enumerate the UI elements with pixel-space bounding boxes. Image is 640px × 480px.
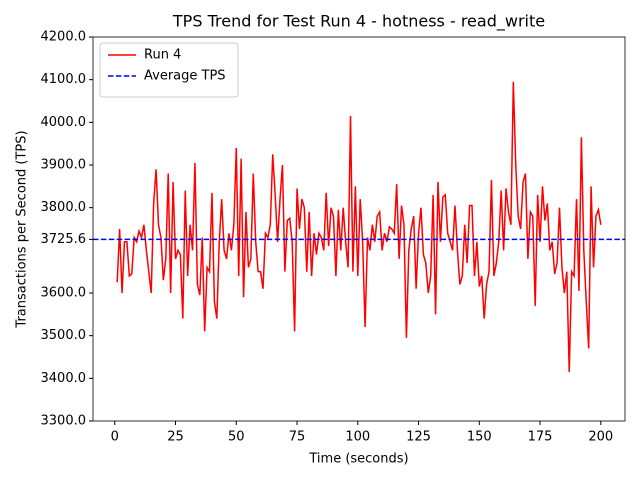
plot-frame: [92, 36, 626, 422]
y-tick-label: 4200.0: [41, 30, 87, 45]
series-line: [116, 81, 602, 372]
y-axis-label: Transactions per Second (TPS): [15, 130, 30, 328]
legend-label: Average TPS: [144, 69, 226, 84]
x-tick-label: 75: [289, 430, 306, 445]
x-tick-label: 0: [111, 430, 119, 445]
chart-title: TPS Trend for Test Run 4 - hotness - rea…: [172, 12, 545, 32]
legend-label: Run 4: [144, 48, 181, 63]
legend-box: [99, 42, 239, 98]
y-tick-label: 3400.0: [41, 371, 87, 386]
y-tick-label: 3500.0: [41, 328, 87, 343]
y-tick-label: 3900.0: [41, 158, 87, 173]
x-tick-label: 100: [345, 430, 370, 445]
x-tick-label: 150: [467, 430, 492, 445]
x-tick-label: 175: [528, 430, 553, 445]
x-tick-label: 25: [167, 430, 184, 445]
x-axis-label: Time (seconds): [308, 452, 408, 467]
x-tick-label: 125: [406, 430, 431, 445]
y-tick-label: 4000.0: [41, 115, 87, 130]
x-tick-label: 50: [228, 430, 245, 445]
y-tick-label: 3725.6: [41, 232, 87, 247]
y-tick-label: 4100.0: [41, 72, 87, 87]
y-tick-label: 3800.0: [41, 200, 87, 215]
x-tick-label: 200: [588, 430, 613, 445]
y-tick-label: 3300.0: [41, 414, 87, 429]
y-tick-label: 3600.0: [41, 286, 87, 301]
